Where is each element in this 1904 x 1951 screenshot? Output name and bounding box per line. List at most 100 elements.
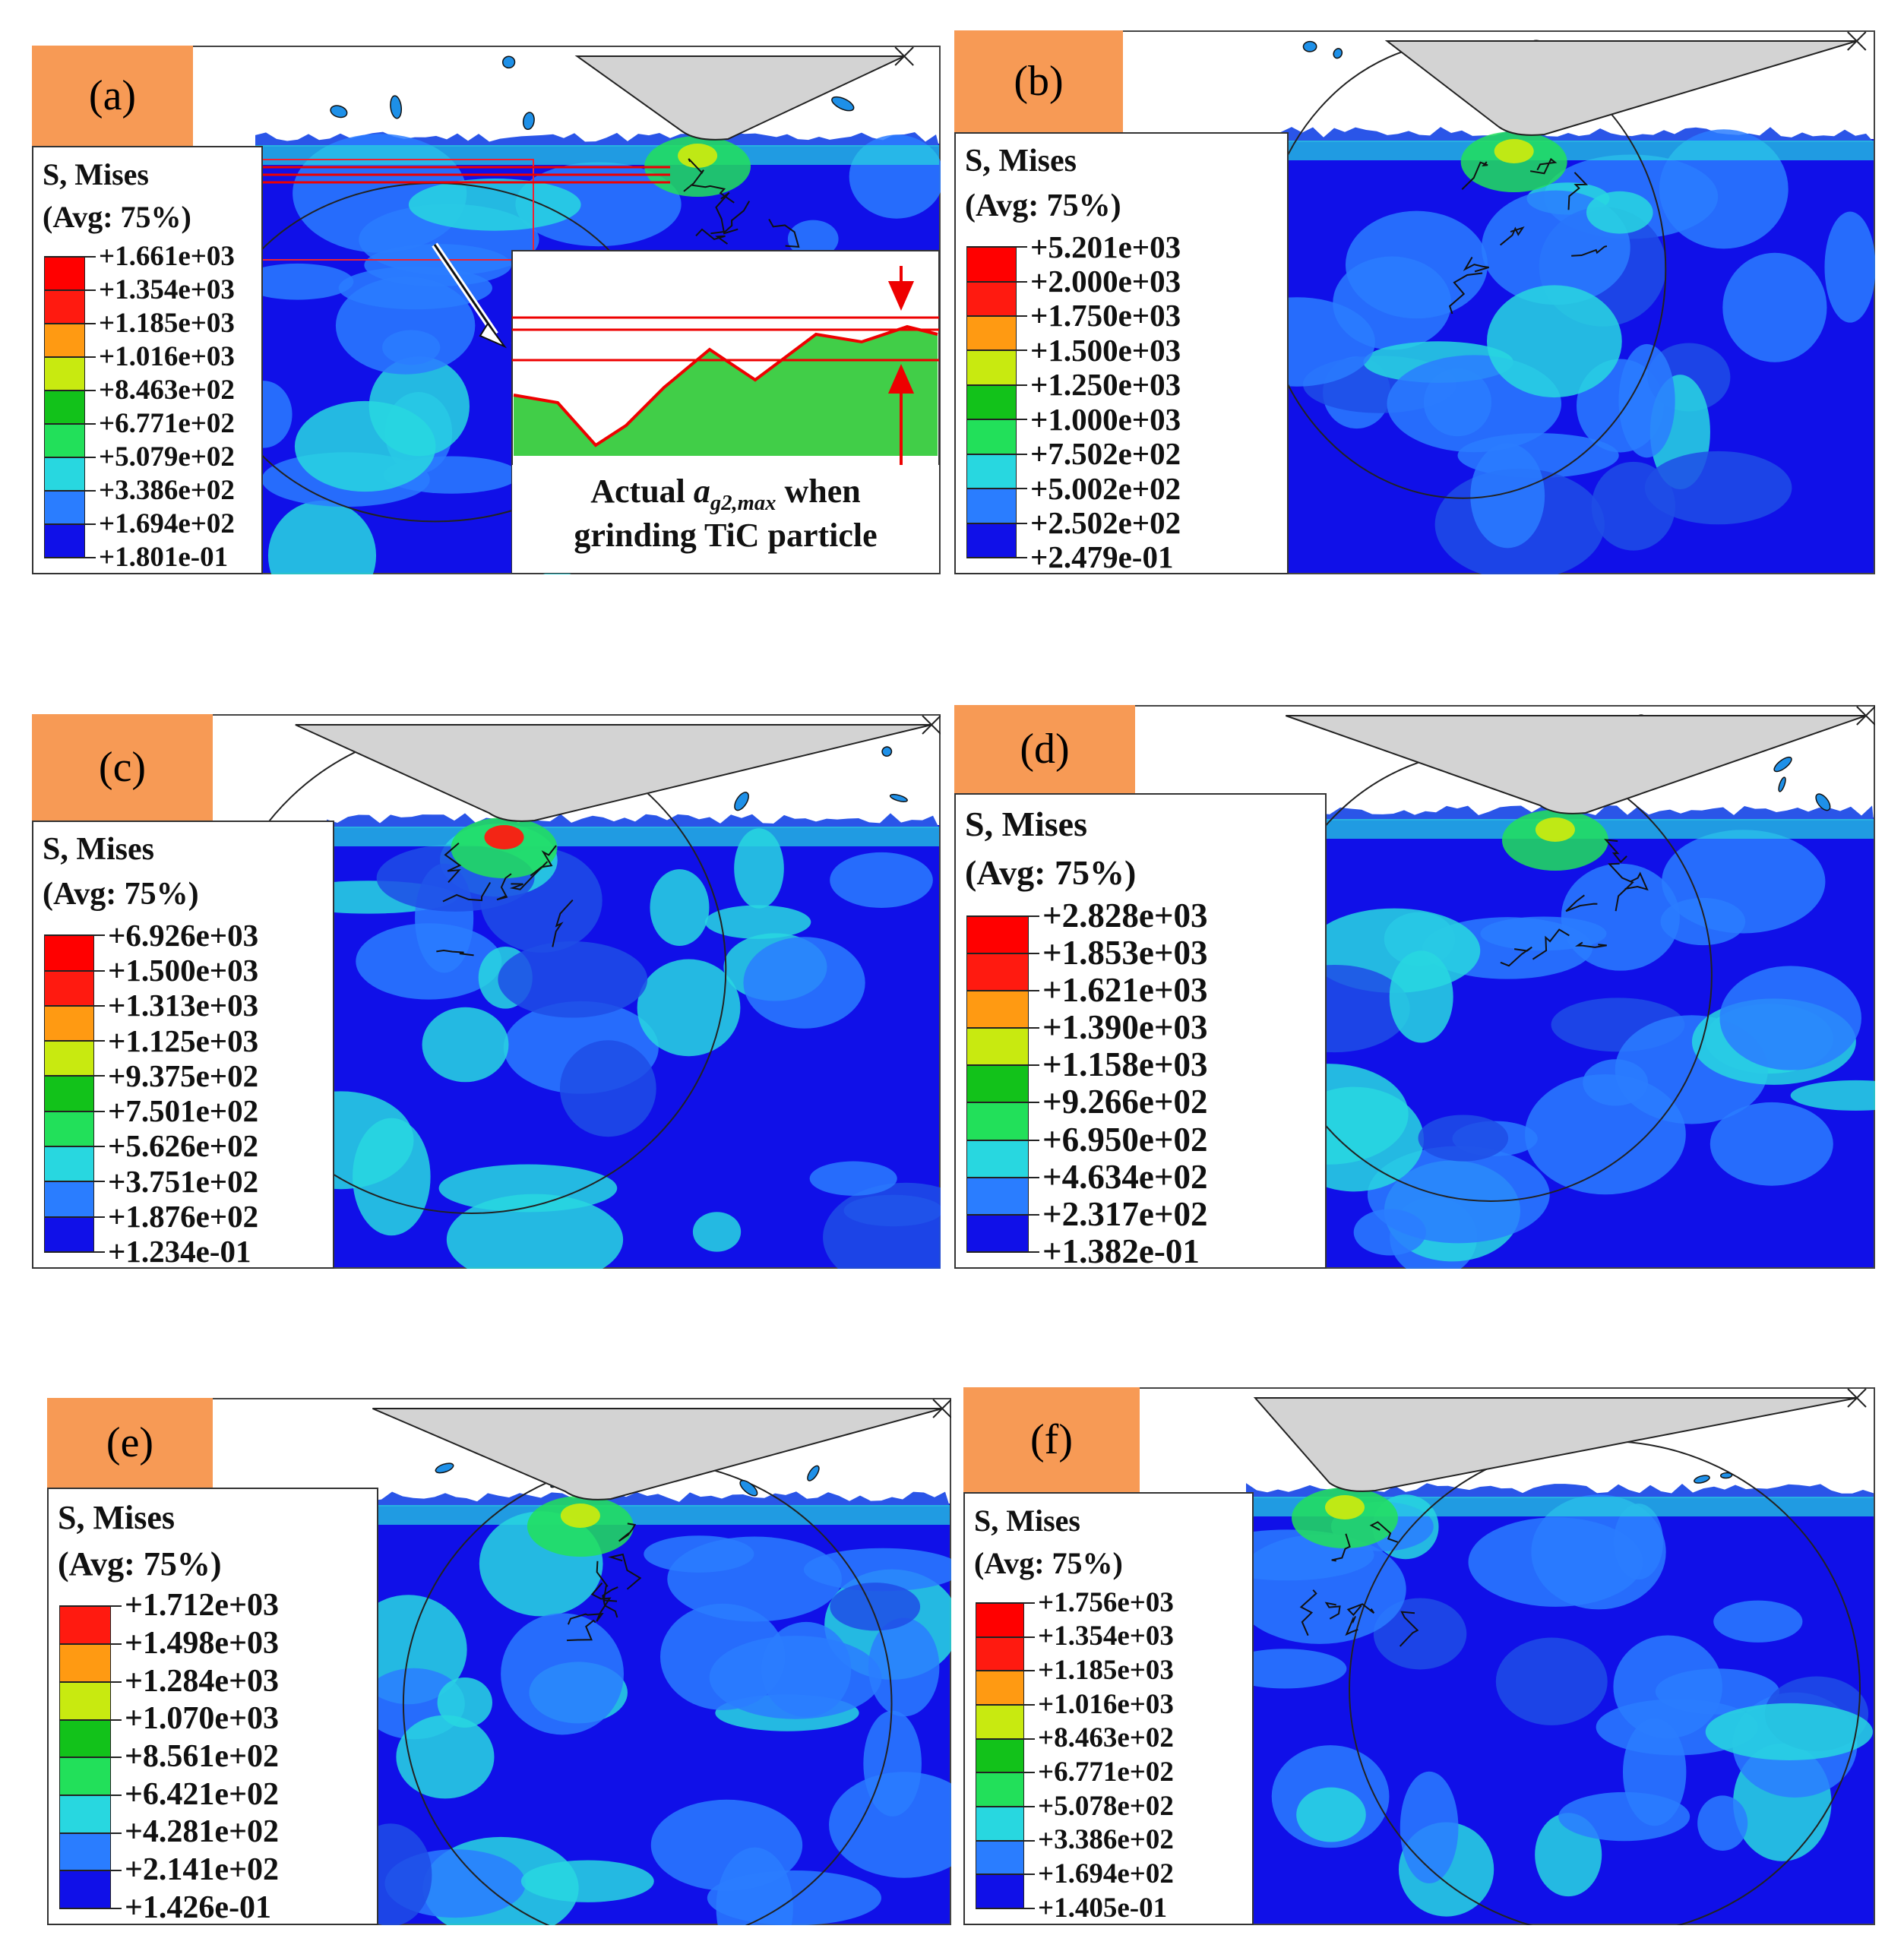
legend-value: +5.002e+02 [1030, 470, 1181, 506]
crack-line [715, 191, 739, 235]
legend-value: +2.141e+02 [125, 1852, 280, 1888]
legend-tick [966, 1251, 1039, 1253]
legend-swatch [966, 454, 1017, 489]
legend-value: +4.281e+02 [125, 1814, 280, 1850]
reference-point-marker [922, 715, 941, 735]
stress-region [1660, 897, 1746, 946]
peak-stress-zone [1325, 1495, 1365, 1519]
legend-tick [966, 1064, 1039, 1067]
legend-value: +9.375e+02 [108, 1058, 259, 1093]
stress-region [1470, 443, 1545, 549]
legend-tick [44, 523, 96, 525]
legend-value: +1.500e+03 [108, 952, 259, 988]
legend-average: (Avg: 75%) [965, 852, 1137, 892]
legend-value: +8.463e+02 [1038, 1722, 1174, 1754]
legend-average: (Avg: 75%) [974, 1546, 1123, 1580]
stress-region [1418, 1115, 1509, 1162]
legend-tick [976, 1806, 1035, 1807]
legend-value: +1.016e+03 [99, 340, 235, 372]
debris-chip [1778, 776, 1786, 792]
legend-tick [976, 1602, 1035, 1604]
legend-swatch [966, 384, 1017, 420]
panel-f: (f) S, Mises (Avg: 75%) +1.756e+03 +1.354e+0… [963, 1387, 1875, 1925]
stress-region [1697, 1795, 1748, 1851]
crack-line [552, 899, 574, 947]
rough-surface [327, 813, 939, 828]
legend-swatch [44, 424, 85, 457]
legend-tick [966, 419, 1027, 421]
panel-label-c: (c) [32, 714, 213, 821]
legend-average: (Avg: 75%) [43, 200, 191, 234]
legend-tick [976, 1636, 1035, 1638]
stress-region [559, 1040, 656, 1137]
peak-stress-zone [560, 1504, 600, 1528]
stress-region [241, 263, 354, 300]
debris-chip [522, 112, 535, 131]
stress-region [438, 1164, 618, 1213]
debris-chip [807, 1465, 820, 1481]
legend-value: +9.266e+02 [1042, 1083, 1208, 1121]
crack-line [1571, 245, 1608, 257]
legend-value: +8.561e+02 [125, 1739, 280, 1774]
legend-value: +1.750e+03 [1030, 298, 1181, 334]
legend-value: +3.751e+02 [108, 1163, 259, 1199]
stress-region [1525, 1074, 1686, 1195]
legend-value: +6.950e+02 [1042, 1120, 1208, 1159]
crack-line [442, 881, 492, 903]
legend-swatch [976, 1705, 1024, 1739]
stress-region [667, 1536, 842, 1622]
stress-legend-b: S, Mises (Avg: 75%) +5.201e+03 +2.000e+03 +1… [954, 132, 1289, 574]
legend-value: +1.498e+03 [125, 1625, 280, 1661]
stress-region [520, 1860, 654, 1902]
stress-region [830, 1583, 921, 1631]
crack-line [1500, 226, 1525, 246]
stress-legend-f: S, Mises (Avg: 75%) +1.756e+03 +1.354e+03 +1… [963, 1492, 1254, 1925]
legend-swatch [44, 1111, 94, 1147]
legend-tick [44, 1181, 105, 1183]
legend-swatch [44, 257, 85, 290]
stress-region [650, 1799, 803, 1891]
crack-line [1565, 894, 1598, 912]
stress-region [787, 220, 839, 258]
crack-line [1532, 928, 1570, 960]
legend-value: +1.426e-01 [125, 1889, 272, 1925]
legend-swatch [966, 990, 1029, 1029]
crack-line [1463, 257, 1489, 273]
legend-tick [966, 522, 1027, 524]
stress-region [743, 937, 865, 1029]
legend-swatch [966, 1065, 1029, 1103]
legend-value: +1.876e+02 [108, 1199, 259, 1235]
legend-swatch [966, 1214, 1029, 1252]
stress-region [338, 266, 492, 310]
legend-swatch [976, 1874, 1024, 1908]
crack-line [1624, 871, 1649, 891]
legend-swatch [966, 489, 1017, 523]
surface-stress-band [255, 145, 939, 165]
stress-region [408, 179, 581, 231]
legend-value: +1.694e+02 [99, 508, 235, 539]
simulation-view-f [963, 1387, 1875, 1925]
stress-region [660, 1603, 786, 1710]
legend-swatch [966, 247, 1017, 282]
legend-swatch [44, 1005, 94, 1042]
panel-label-d: (d) [954, 705, 1135, 793]
stress-region [1486, 285, 1622, 398]
legend-swatch [44, 391, 85, 424]
inset-caption: Actual ag2,max when grinding TiC particle [512, 473, 939, 555]
legend-swatch [966, 281, 1017, 317]
legend-tick [59, 1605, 122, 1608]
debris-chip [435, 1462, 454, 1474]
legend-value: +1.405e-01 [1038, 1892, 1168, 1924]
crack-line [496, 873, 512, 901]
crack-line [1299, 1589, 1317, 1636]
debris-chip [1773, 756, 1792, 773]
legend-title: S, Mises [974, 1504, 1080, 1538]
crack-line [618, 1523, 637, 1542]
legend-tick [44, 969, 105, 972]
legend-value: +1.185e+03 [1038, 1655, 1174, 1687]
stress-region [1790, 1080, 1875, 1111]
simulation-view-b [954, 30, 1875, 574]
crack-line [590, 1582, 612, 1621]
legend-tick [966, 1213, 1039, 1216]
legend-tick [966, 557, 1027, 558]
